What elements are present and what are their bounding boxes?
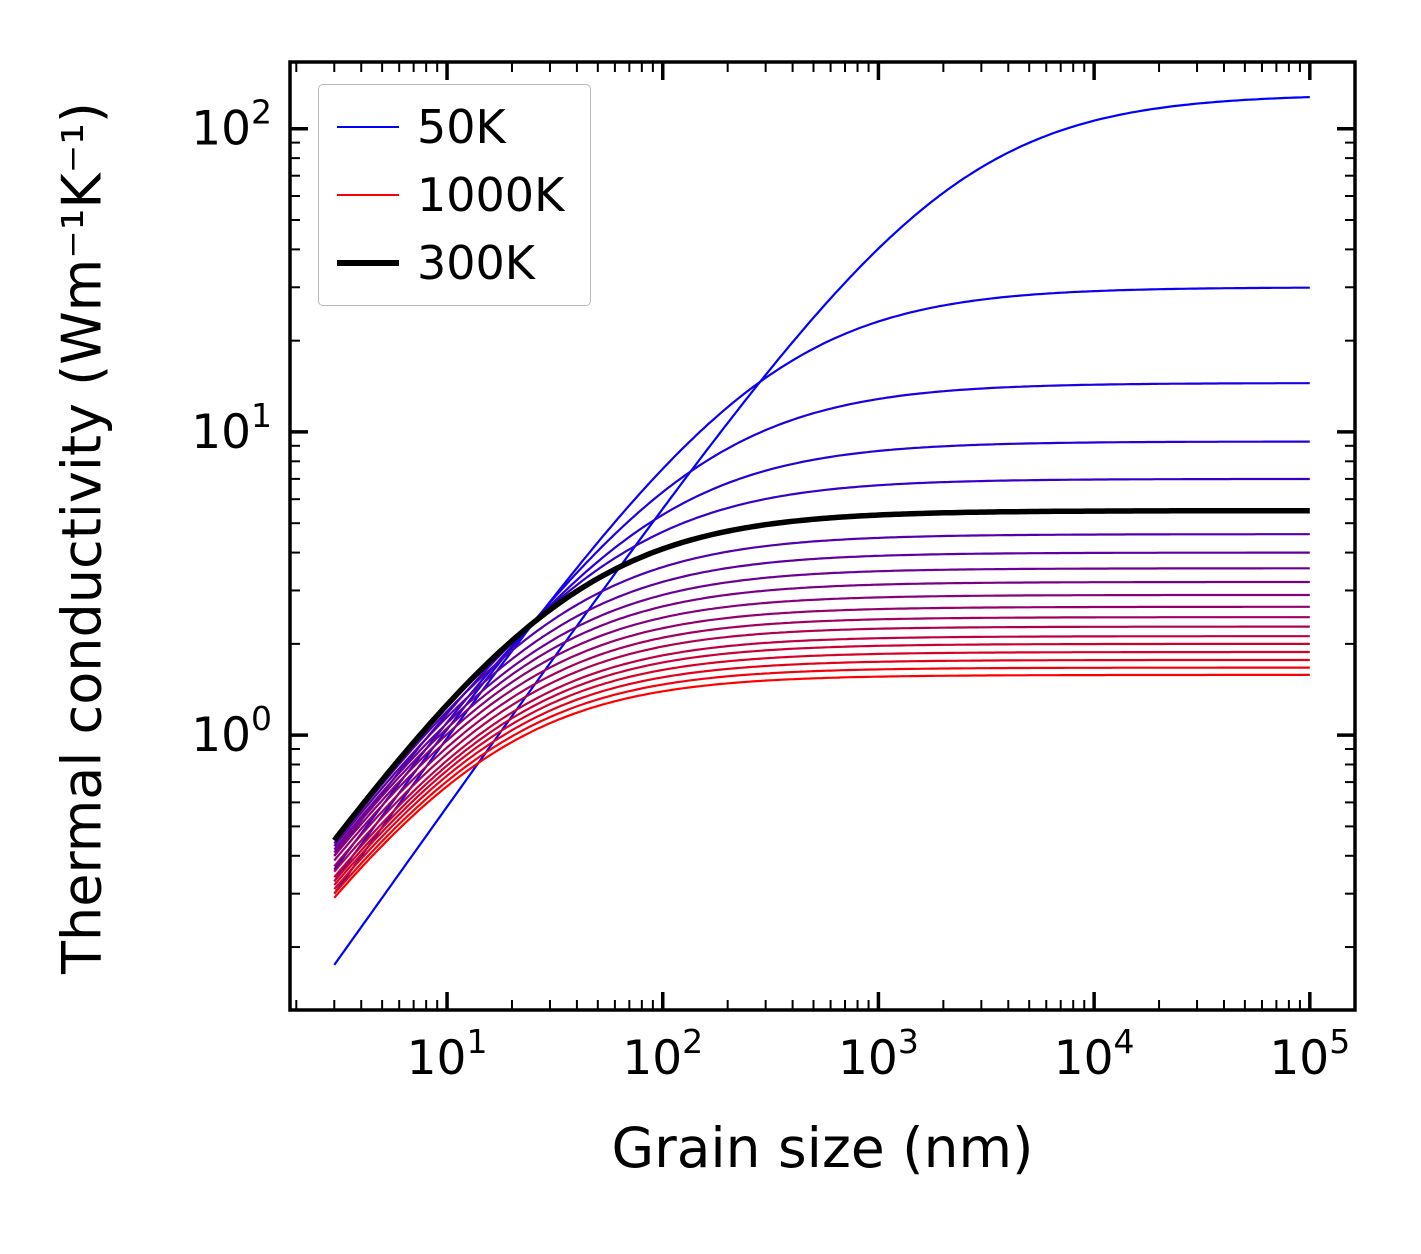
legend-line-sample: [337, 194, 399, 196]
legend-line-sample: [337, 126, 399, 128]
legend-entry-label: 300K: [417, 236, 535, 290]
tick-label: 103: [838, 1022, 919, 1086]
legend-item-1000k: 1000K: [337, 161, 564, 229]
tick-labels: 101 102 103 104 105 100 101 102: [191, 93, 1350, 1086]
tick-label: 102: [622, 1022, 703, 1086]
legend-entry-label: 1000K: [417, 168, 565, 222]
tick-label: 102: [191, 93, 272, 157]
tick-label: 104: [1054, 1022, 1135, 1086]
y-axis-label: Thermal conductivity (Wm⁻¹K⁻¹): [50, 102, 114, 974]
legend-entry-label: 50K: [417, 100, 506, 154]
axes-spines-and-ticks: [288, 60, 1357, 1012]
tick-label: 100: [191, 699, 272, 763]
tick-label: 105: [1269, 1022, 1350, 1086]
tick-label: 101: [191, 396, 272, 460]
legend-line-sample: [337, 260, 399, 266]
series-curves: [332, 96, 1310, 966]
tick-label: 101: [407, 1022, 488, 1086]
legend-item-300k: 300K: [337, 229, 564, 297]
legend: 50K 1000K 300K: [318, 84, 592, 306]
x-axis-label: Grain size (nm): [611, 1116, 1034, 1180]
legend-item-50k: 50K: [337, 93, 564, 161]
